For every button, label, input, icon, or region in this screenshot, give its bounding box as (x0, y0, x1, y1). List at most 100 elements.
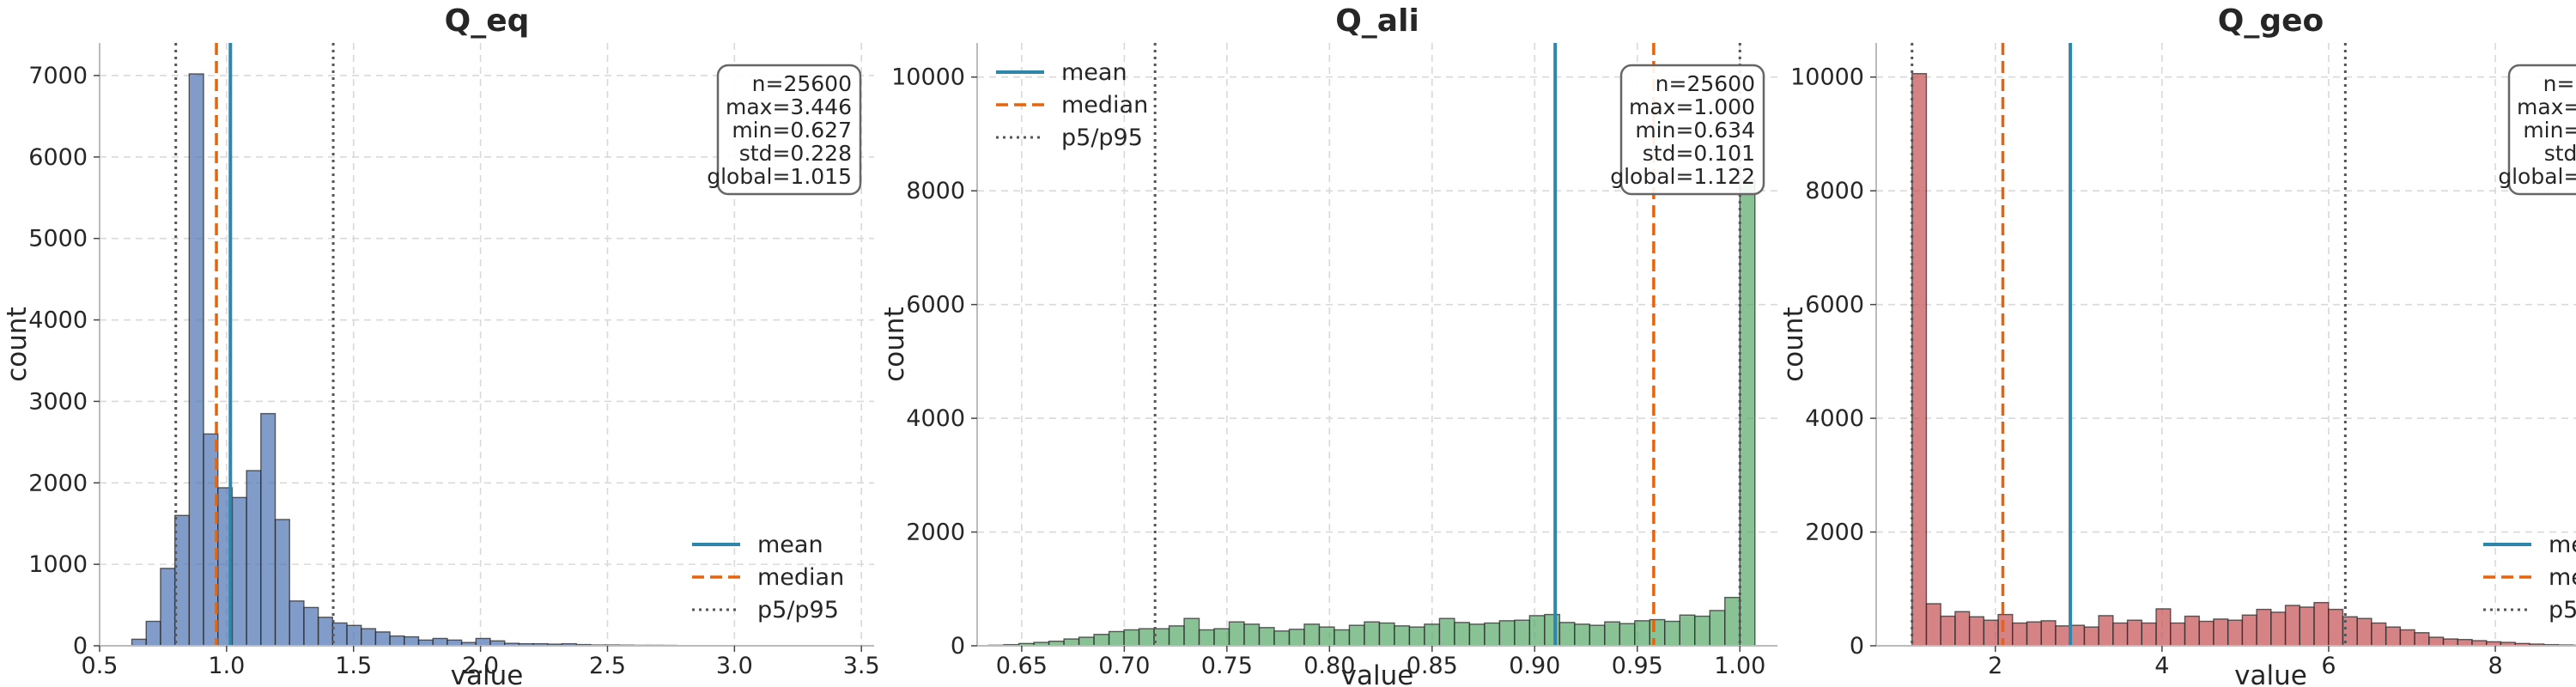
histogram-bar (2040, 620, 2057, 647)
histogram-bar (1288, 629, 1305, 647)
histogram-bar (1634, 620, 1651, 647)
histogram-bar (1243, 623, 1261, 647)
histogram-bar (346, 624, 362, 647)
x-tick-label: 1.5 (335, 653, 372, 679)
histogram-bar (2385, 626, 2402, 647)
histogram-bar (1983, 619, 1999, 647)
histogram-bar (1968, 616, 1985, 647)
legend-label: p5/p95 (1061, 125, 1143, 151)
y-tick-label: 2000 (1805, 520, 1864, 546)
histogram-bar (2414, 632, 2430, 647)
histogram-bar (389, 635, 405, 647)
stats-line: n=25600 (1656, 71, 1755, 96)
y-tick-label: 8000 (906, 178, 965, 204)
histogram-bar (2399, 629, 2415, 647)
histogram-bar (2155, 608, 2172, 647)
histogram-bar (1153, 628, 1170, 647)
histogram-bar (2069, 624, 2086, 647)
x-axis-label: value (451, 660, 524, 687)
stats-line: n=25600 (2543, 71, 2576, 96)
y-tick-label: 6000 (28, 144, 88, 171)
histogram-bar (1138, 628, 1155, 647)
y-tick-label: 10000 (891, 64, 965, 91)
histogram-bar (2126, 619, 2143, 647)
chart-panel-q-ali: 0.65 0.70 0.75 0.80 0.85 0.90 0.95 1.00 0 2000 400… (879, 3, 1777, 687)
legend-label: mean (2549, 532, 2576, 558)
histogram-bar (2328, 608, 2344, 647)
histogram-bar (1093, 634, 1110, 647)
histogram-bar (1724, 597, 1741, 647)
histogram-bar (1078, 636, 1095, 647)
x-tick-label: 1.0 (208, 653, 245, 679)
y-tick-label: 8000 (1805, 178, 1864, 204)
histogram-bar (2026, 621, 2042, 647)
legend: mean median p5/p95 (996, 59, 1148, 151)
histogram-bar (1303, 623, 1321, 647)
histogram-bar (1364, 621, 1381, 647)
y-axis-label: count (1778, 307, 1809, 381)
histogram-bar (2442, 638, 2458, 647)
histogram-bar (1911, 73, 1928, 647)
histogram-bar (2371, 622, 2387, 647)
histogram-bar (432, 637, 448, 647)
histogram-bar (1514, 619, 1531, 647)
y-tick-label: 5000 (28, 226, 88, 252)
chart-title: Q_ali (1335, 3, 1419, 39)
y-tick-label: 10000 (1790, 64, 1864, 91)
histogram-bar (1498, 620, 1516, 647)
histogram-bar (289, 600, 305, 647)
histogram-bar (1589, 624, 1606, 647)
x-tick-label: 8 (2488, 653, 2502, 679)
histogram-bar (274, 519, 290, 647)
chart-title: Q_geo (2218, 3, 2324, 39)
x-tick-label: 6 (2321, 653, 2336, 679)
histogram-bar (2313, 601, 2330, 647)
x-tick-label: 0.65 (996, 653, 1048, 679)
histogram-bar (1213, 628, 1230, 647)
histogram-bar (1424, 623, 1441, 647)
chart-title: Q_eq (445, 3, 530, 39)
x-tick-label: 0.80 (1303, 653, 1355, 679)
stats-box (2507, 64, 2576, 196)
histogram-bar (1709, 610, 1726, 647)
histogram-bar (160, 568, 176, 647)
stats-line: std=0.228 (739, 141, 852, 166)
legend: mean median p5/p95 (2483, 532, 2576, 623)
histogram-bar (1348, 624, 1365, 647)
histogram-bar (246, 470, 262, 647)
x-tick-label: 0.85 (1406, 653, 1458, 679)
histogram-bar (475, 637, 491, 647)
stats-line: std=0.101 (1643, 141, 1755, 166)
chart-panel-q-geo: 2468100200040006000800010000Q_geovalueco… (1778, 3, 2576, 687)
x-axis-label: value (2234, 660, 2307, 687)
y-tick-label: 4000 (1805, 405, 1864, 432)
y-tick-label: 4000 (906, 405, 965, 432)
stats-line: min=1.000 (2523, 118, 2576, 143)
legend-label: median (757, 564, 844, 591)
histogram-bar (1168, 625, 1185, 647)
histogram-bar (231, 496, 247, 647)
stats-line: global=1.015 (707, 164, 852, 189)
histogram-bar (1679, 614, 1696, 647)
histogram-bar (260, 412, 276, 647)
histogram-bar (1694, 615, 1710, 647)
histogram-bar (1408, 626, 1425, 647)
histogram-bar (2270, 611, 2287, 647)
histogram-bar (2299, 606, 2315, 647)
histogram-bar (2198, 620, 2215, 647)
histogram-bar (2098, 615, 2114, 647)
histogram-bar (2141, 622, 2157, 647)
histogram-bar (1108, 630, 1125, 647)
histogram-bar (2184, 615, 2200, 647)
x-tick-label: 2.0 (462, 653, 499, 679)
histogram-bar (1574, 623, 1591, 647)
y-tick-label: 0 (1850, 633, 1864, 660)
histogram-bar (1258, 627, 1275, 647)
histogram-bar (1378, 622, 1395, 647)
histogram-bar (374, 631, 391, 647)
histogram-bar (1940, 615, 1956, 647)
histogram-bar (1997, 613, 2014, 647)
stats-line: std=1.98 (2544, 141, 2576, 166)
legend: mean median p5/p95 (692, 532, 844, 623)
